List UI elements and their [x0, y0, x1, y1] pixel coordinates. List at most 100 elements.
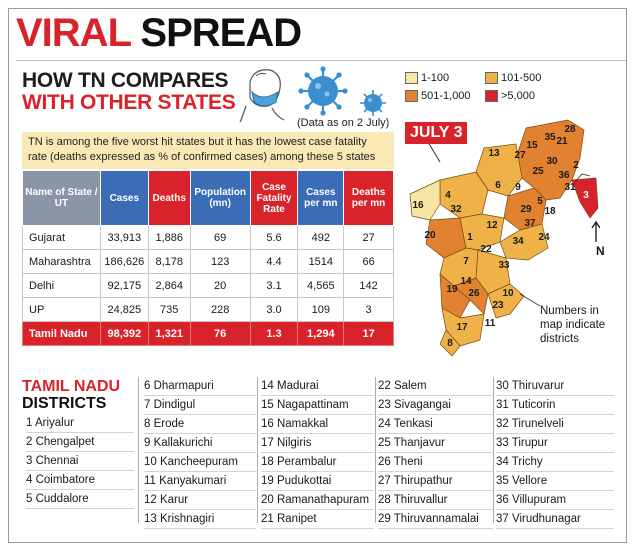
- table-row: Maharashtra 186,626 8,178 123 4.4 1514 66: [22, 249, 394, 274]
- table-row: UP 24,825 735 228 3.0 109 3: [22, 297, 394, 322]
- district-number-label: 30: [546, 156, 558, 167]
- legend-label: >5,000: [501, 90, 535, 102]
- column-divider: [375, 377, 376, 523]
- district-number-label: 2: [573, 160, 579, 171]
- district-number-label: 21: [556, 136, 568, 147]
- header-cfr: Case Fatality Rate: [249, 170, 299, 226]
- district-item: 14 Madurai: [261, 377, 374, 396]
- table-row: Gujarat 33,913 1,886 69 5.6 492 27: [22, 225, 394, 250]
- district-item: 17 Nilgiris: [261, 434, 374, 453]
- district-column-1: 1 Ariyalur 2 Chengalpet 3 Chennai 4 Coimbat…: [26, 414, 134, 509]
- cell-cfr: 5.6: [249, 225, 299, 250]
- district-number-label: 6: [495, 180, 501, 191]
- subhead-line2: WITH OTHER STATES: [22, 91, 236, 114]
- cell-cases: 92,175: [99, 273, 149, 298]
- states-comparison-table: Name of State / UT Cases Deaths Populati…: [22, 170, 394, 346]
- cell-population: 69: [189, 225, 251, 250]
- district-item: 15 Nagapattinam: [261, 396, 374, 415]
- district-number-label: 27: [514, 150, 526, 161]
- district-number-label: 24: [538, 232, 550, 243]
- district-item: 26 Theni: [378, 453, 493, 472]
- header-population: Population (mn): [189, 170, 251, 226]
- district-item: 7 Dindigul: [144, 396, 256, 415]
- cell-population: 76: [189, 321, 251, 346]
- cell-name: Delhi: [22, 273, 101, 298]
- district-column-4: 22 Salem 23 Sivagangai 24 Tenkasi 25 Thanja…: [378, 377, 493, 529]
- district-number-label: 5: [537, 196, 543, 207]
- district-item: 30 Thiruvarur: [496, 377, 614, 396]
- cell-cases-per-mn: 492: [297, 225, 345, 250]
- chennai-pointer-line: [574, 173, 591, 183]
- subhead: HOW TN COMPARES WITH OTHER STATES: [22, 70, 236, 114]
- cell-deaths: 735: [147, 297, 191, 322]
- cell-cases: 98,392: [99, 321, 149, 346]
- district-region-kanyakumari: [439, 329, 461, 357]
- cell-deaths: 2,864: [147, 273, 191, 298]
- district-item: 12 Karur: [144, 491, 256, 510]
- virus-small-icon: [360, 90, 386, 116]
- district-number-label: 32: [450, 204, 462, 215]
- cell-deaths-per-mn: 3: [343, 297, 394, 322]
- district-item: 32 Tirunelveli: [496, 415, 614, 434]
- cell-cfr: 1.3: [249, 321, 299, 346]
- district-item: 6 Dharmapuri: [144, 377, 256, 396]
- district-region-nilgiris: [409, 179, 441, 221]
- district-item: 1 Ariyalur: [26, 414, 134, 433]
- district-item: 34 Trichy: [496, 453, 614, 472]
- intro-text: TN is among the five worst hit states bu…: [22, 132, 394, 169]
- district-number-label: 10: [502, 288, 514, 299]
- district-number-label: 17: [456, 322, 468, 333]
- headline-rule: [16, 60, 626, 61]
- cell-deaths-per-mn: 142: [343, 273, 394, 298]
- districts-title-line1: TAMIL NADU: [22, 378, 121, 395]
- headline: VIRAL SPREAD: [16, 11, 302, 55]
- legend-swatch: [485, 72, 498, 84]
- district-item: 23 Sivagangai: [378, 396, 493, 415]
- headline-part1: VIRAL: [16, 11, 131, 55]
- district-number-label: 36: [558, 170, 570, 181]
- district-number-label: 31: [564, 182, 576, 193]
- header-cases-per-mn: Cases per mn: [297, 170, 345, 226]
- district-item: 8 Erode: [144, 415, 256, 434]
- district-item: 31 Tuticorin: [496, 396, 614, 415]
- district-number-label: 35: [544, 132, 556, 143]
- header-name: Name of State / UT: [22, 170, 101, 226]
- legend-swatch: [485, 90, 498, 102]
- district-item: 2 Chengalpet: [26, 433, 134, 452]
- cell-population: 228: [189, 297, 251, 322]
- district-column-3: 14 Madurai 15 Nagapattinam 16 Namakkal 17 N…: [261, 377, 374, 529]
- north-arrow-icon: [591, 220, 600, 242]
- district-item: 3 Chennai: [26, 452, 134, 471]
- district-region-chennai: [571, 177, 599, 219]
- legend-item: 101-500: [485, 72, 541, 84]
- district-number-label: 15: [526, 140, 538, 151]
- cell-deaths: 1,321: [147, 321, 191, 346]
- district-number-label: 13: [488, 148, 500, 159]
- column-divider: [257, 377, 258, 523]
- cell-cfr: 4.4: [249, 249, 299, 274]
- district-item: 37 Virudhunagar: [496, 510, 614, 529]
- district-number-label: 23: [492, 300, 504, 311]
- district-item: 9 Kallakurichi: [144, 434, 256, 453]
- cell-population: 20: [189, 273, 251, 298]
- table-row: Tamil Nadu 98,392 1,321 76 1.3 1,294 17: [22, 321, 394, 346]
- cell-deaths-per-mn: 27: [343, 225, 394, 250]
- masked-person-icon: [239, 69, 285, 123]
- map-date-label: JULY 3: [405, 122, 468, 144]
- legend-swatch: [405, 72, 418, 84]
- legend-item: 501-1,000: [405, 90, 471, 102]
- virus-large-icon: [298, 66, 348, 116]
- table-header-row: Name of State / UT Cases Deaths Populati…: [22, 170, 394, 226]
- district-item: 10 Kancheepuram: [144, 453, 256, 472]
- district-region-madurai: [453, 277, 489, 315]
- district-number-label: 4: [445, 190, 451, 201]
- district-item: 16 Namakkal: [261, 415, 374, 434]
- district-number-label: 3: [583, 190, 589, 201]
- header-cases: Cases: [99, 170, 149, 226]
- cell-name: UP: [22, 297, 101, 322]
- district-item: 11 Kanyakumari: [144, 472, 256, 491]
- district-column-5: 30 Thiruvarur 31 Tuticorin 32 Tirunelveli 3…: [496, 377, 614, 529]
- column-divider: [493, 377, 494, 523]
- district-item: 24 Tenkasi: [378, 415, 493, 434]
